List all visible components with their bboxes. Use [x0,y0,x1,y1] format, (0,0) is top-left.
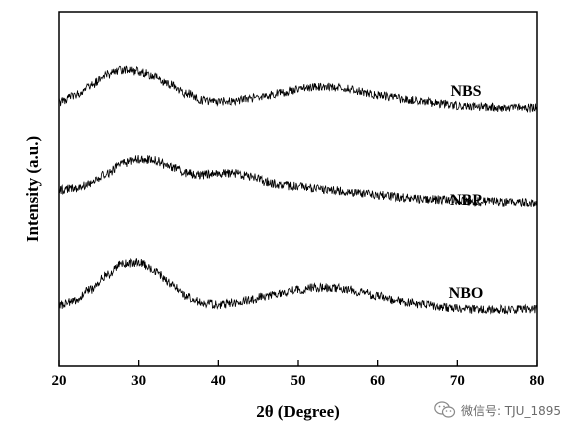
x-ticks: 20 30 40 50 60 70 80 [52,360,545,389]
series-line-nbs [58,65,538,113]
wechat-icon [434,401,456,418]
series-line-nbo [58,257,538,316]
x-tick-label: 40 [211,373,226,389]
x-axis-title: 2θ (Degree) [256,402,340,421]
y-axis-title: Intensity (a.u.) [23,136,42,242]
series-label-nbs: NBS [450,83,481,100]
series-label-nbo: NBO [449,285,484,302]
watermark-text: 微信号: TJU_1895 [460,403,561,418]
x-tick-label: 20 [52,373,67,389]
x-tick-label: 30 [131,373,146,389]
x-tick-label: 70 [450,373,465,389]
x-tick-label: 80 [530,373,545,389]
plot-frame [58,11,538,367]
series-layer: NBS NBP NBO [58,65,538,316]
series-label-nbp: NBP [450,192,482,209]
x-tick-label: 60 [370,373,385,389]
x-tick-label: 50 [291,373,306,389]
series-line-nbp [58,154,538,207]
watermark: 微信号: TJU_1895 [434,401,561,419]
